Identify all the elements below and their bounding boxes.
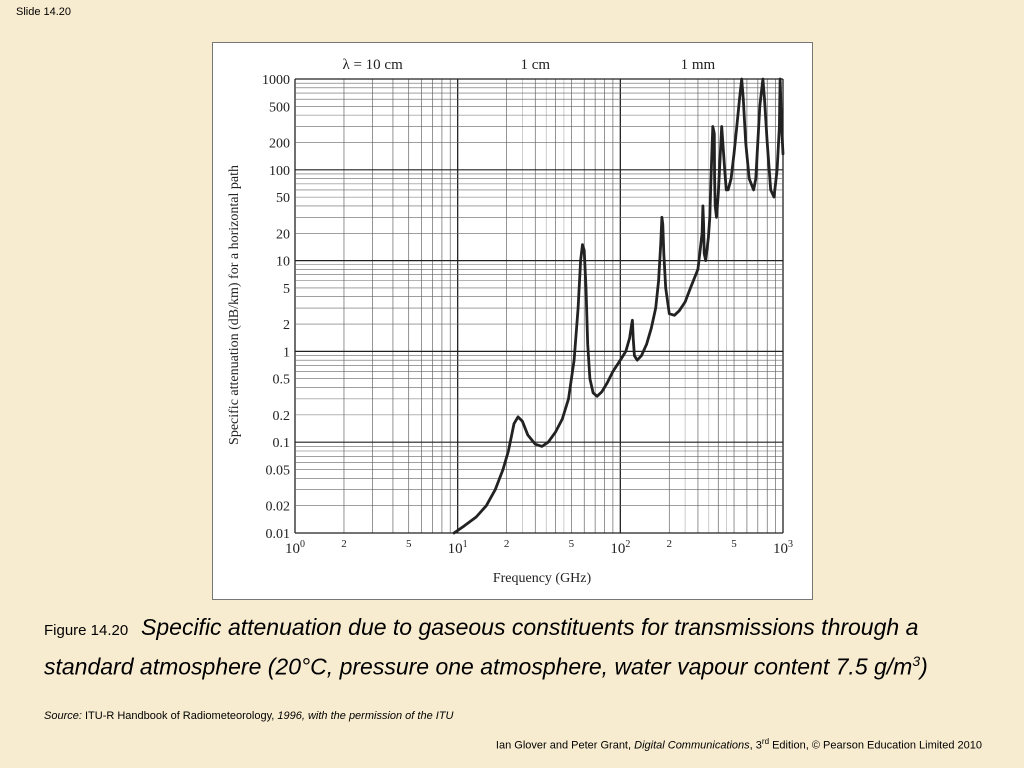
x-tick-base: 10 <box>773 541 788 557</box>
y-tick-label: 0.5 <box>273 373 291 388</box>
y-tick-label: 0.05 <box>266 464 291 479</box>
wavelength-label: 1 mm <box>681 57 716 73</box>
attenuation-chart: 0.010.020.050.10.20.51251020501002005001… <box>227 57 793 586</box>
figure-caption: Figure 14.20 Specific attenuation due to… <box>44 612 984 683</box>
x-tick-exp: 3 <box>788 539 793 550</box>
y-axis-label: Specific attenuation (dB/km) for a horiz… <box>227 165 242 445</box>
x-axis-label: Frequency (GHz) <box>493 571 592 586</box>
y-tick-label: 2 <box>283 318 290 333</box>
x-tick-base: 10 <box>610 541 625 557</box>
x-tick-base: 10 <box>285 541 300 557</box>
y-tick-label: 1 <box>283 345 290 360</box>
footer-edition-sup: rd <box>761 737 770 746</box>
y-tick-label: 200 <box>269 136 290 151</box>
x-tick-exp: 2 <box>625 539 630 550</box>
x-tick-exp: 0 <box>300 539 305 550</box>
x-tick-base: 10 <box>448 541 463 557</box>
y-tick-label: 0.2 <box>273 409 291 424</box>
y-tick-label: 5 <box>283 282 290 297</box>
x-tick-label: 101 <box>448 539 468 557</box>
wavelength-labels: λ = 10 cm 1 cm 1 mm <box>342 57 715 73</box>
y-tick-label: 50 <box>276 191 290 206</box>
x-tick-label: 2 <box>341 538 347 550</box>
footer-edition: , 3 <box>749 739 762 752</box>
caption-superscript: 3 <box>912 653 921 669</box>
figure-label: Figure 14.20 <box>44 622 129 639</box>
footer-credit: Ian Glover and Peter Grant, Digital Comm… <box>496 737 982 752</box>
caption-text-end: ) <box>920 653 928 680</box>
x-tick-label: 100 <box>285 539 305 557</box>
x-tick-label: 5 <box>406 538 412 550</box>
y-tick-label: 10 <box>276 255 290 270</box>
chart-grid <box>294 78 784 534</box>
x-tick-label: 102 <box>610 539 630 557</box>
x-tick-label: 103 <box>773 539 793 557</box>
slide-number: Slide 14.20 <box>16 6 72 18</box>
y-tick-label: 0.1 <box>273 436 291 451</box>
x-tick-exp: 1 <box>463 539 468 550</box>
source-line: Source: ITU-R Handbook of Radiometeorolo… <box>44 710 453 722</box>
source-label: Source: <box>44 710 82 722</box>
footer-rest: Edition, © Pearson Education Limited 201… <box>769 739 982 752</box>
y-tick-label: 0.02 <box>266 500 291 515</box>
source-rest: 1996, with the permission of the ITU <box>277 710 454 722</box>
wavelength-label: 1 cm <box>520 57 550 73</box>
x-tick-label: 2 <box>667 538 673 550</box>
y-tick-label: 500 <box>269 100 290 115</box>
y-tick-label: 0.01 <box>266 527 291 542</box>
y-tick-label: 1000 <box>262 73 290 88</box>
wavelength-label: λ = 10 cm <box>342 57 403 73</box>
attenuation-curve <box>452 77 785 535</box>
caption-text: Specific attenuation due to gaseous cons… <box>44 614 919 680</box>
x-tick-label: 5 <box>731 538 737 550</box>
tick-labels: 0.010.020.050.10.20.51251020501002005001… <box>262 73 793 557</box>
x-tick-label: 5 <box>569 538 575 550</box>
source-handbook: ITU-R Handbook of Radiometeorology, <box>84 710 275 722</box>
y-tick-label: 20 <box>276 227 290 242</box>
chart-figure: 0.01 0.02 0.05 0.1 0.2 0.5 1 2 5 10 20 50 100 200 500 1… <box>212 42 813 600</box>
y-tick-label: 100 <box>269 164 290 179</box>
footer-book: Digital Communications <box>634 739 750 752</box>
x-tick-label: 2 <box>504 538 510 550</box>
footer-authors: Ian Glover and Peter Grant, <box>495 739 632 752</box>
